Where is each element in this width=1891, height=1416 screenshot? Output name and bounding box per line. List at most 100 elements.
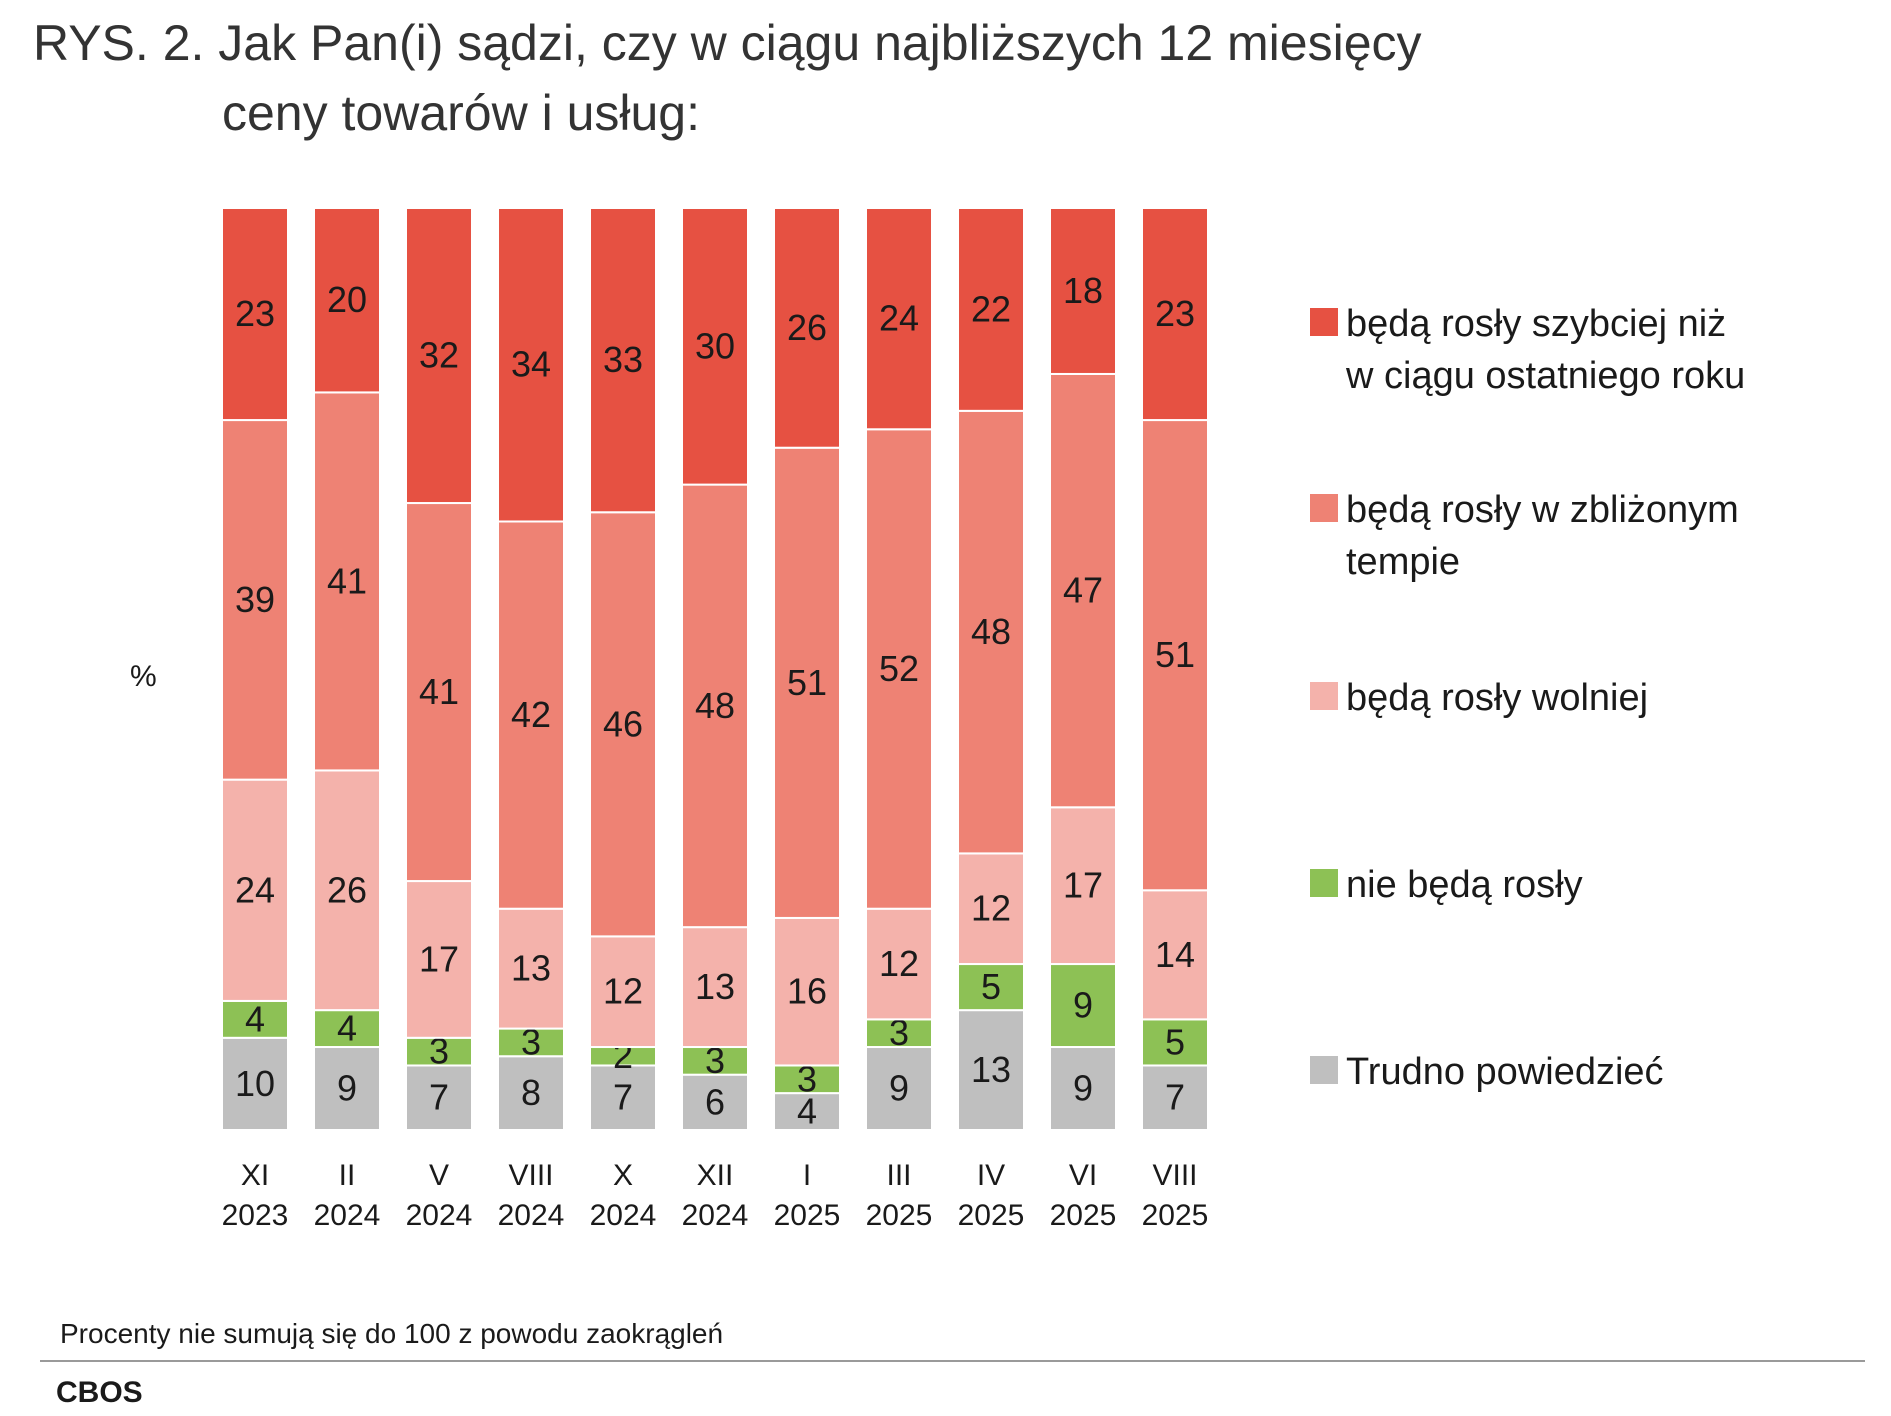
data-label-4-10: 23: [1155, 293, 1195, 334]
data-label-4-0: 23: [235, 293, 275, 334]
legend-label-1-1: tempie: [1346, 541, 1460, 583]
data-label-2-9: 17: [1063, 865, 1103, 906]
data-label-1-6: 3: [797, 1058, 817, 1099]
data-label-1-3: 3: [521, 1021, 541, 1062]
x-tick-label-8-0: IV: [977, 1159, 1005, 1192]
legend-label-4-0: Trudno powiedzieć: [1346, 1051, 1664, 1093]
bar-segment-1-0: [221, 999, 289, 1039]
legend-swatch-1: [1310, 494, 1338, 522]
bar-segment-0-6: [773, 1092, 841, 1131]
bar-segment-1-8: [957, 963, 1025, 1012]
bar-segment-4-7: [865, 207, 933, 431]
legend-label-0-1: w ciągu ostatniego roku: [1345, 355, 1745, 397]
bar-segment-2-10: [1141, 889, 1209, 1021]
data-label-2-7: 12: [879, 943, 919, 984]
data-label-2-10: 14: [1155, 934, 1195, 975]
data-label-2-2: 17: [419, 938, 459, 979]
chart-title-line-1: RYS. 2. Jak Pan(i) sądzi, czy w ciągu na…: [33, 15, 1422, 71]
bar-segment-3-3: [497, 520, 565, 910]
bar-segment-3-10: [1141, 419, 1209, 892]
x-tick-label-4-0: X: [613, 1159, 633, 1192]
footnote: Procenty nie sumują się do 100 z powodu …: [60, 1318, 724, 1349]
data-label-3-2: 41: [419, 671, 459, 712]
x-tick-label-0-0: XI: [241, 1159, 269, 1192]
data-label-0-7: 9: [889, 1068, 909, 1109]
data-label-3-5: 48: [695, 685, 735, 726]
data-label-2-6: 16: [787, 971, 827, 1012]
legend-swatch-4: [1310, 1056, 1338, 1084]
bar-segment-3-4: [589, 511, 657, 938]
data-label-3-7: 52: [879, 648, 919, 689]
x-tick-label-7-0: III: [886, 1159, 911, 1192]
footer-divider: [40, 1360, 1865, 1362]
bar-segment-4-10: [1141, 207, 1209, 422]
bar-segment-4-4: [589, 207, 657, 514]
legend-swatch-3: [1310, 869, 1338, 897]
x-tick-label-5-1: 2024: [682, 1199, 749, 1232]
bar-segment-4-2: [405, 207, 473, 505]
x-tick-label-2-1: 2024: [406, 1199, 473, 1232]
data-label-4-1: 20: [327, 279, 367, 320]
data-label-2-0: 24: [235, 869, 275, 910]
bar-segment-4-8: [957, 207, 1025, 412]
legend: będą rosły szybciej niż w ciągu ostatnieg…: [1310, 303, 1745, 1093]
legend-swatch-0: [1310, 308, 1338, 336]
data-label-1-0: 4: [245, 998, 265, 1039]
data-label-1-2: 3: [429, 1031, 449, 1072]
legend-label-2-0: będą rosły wolniej: [1346, 677, 1648, 719]
bar-segment-0-1: [313, 1046, 381, 1132]
bar-segment-3-9: [1049, 372, 1117, 809]
data-label-4-6: 26: [787, 307, 827, 348]
x-tick-label-6-0: I: [803, 1159, 811, 1192]
x-tick-label-10-0: VIII: [1152, 1159, 1197, 1192]
x-tick-label-3-0: VIII: [508, 1159, 553, 1192]
x-tick-label-0-1: 2023: [222, 1199, 289, 1232]
data-label-0-4: 7: [613, 1077, 633, 1118]
data-label-1-5: 3: [705, 1040, 725, 1081]
data-label-3-4: 46: [603, 703, 643, 744]
chart-title-line-2: ceny towarów i usług:: [222, 85, 701, 141]
data-label-3-6: 51: [787, 662, 827, 703]
data-label-0-0: 10: [235, 1063, 275, 1104]
bar-segment-3-2: [405, 502, 473, 883]
bar-segment-4-5: [681, 207, 749, 486]
bar-segment-3-0: [221, 419, 289, 781]
legend-swatch-2: [1310, 682, 1338, 710]
bar-segment-1-10: [1141, 1018, 1209, 1067]
data-label-2-3: 13: [511, 948, 551, 989]
data-label-0-6: 4: [797, 1091, 817, 1132]
data-label-0-8: 13: [971, 1049, 1011, 1090]
data-label-1-10: 5: [1165, 1021, 1185, 1062]
x-tick-label-8-1: 2025: [958, 1199, 1025, 1232]
bar-segment-4-6: [773, 207, 841, 449]
data-label-4-8: 22: [971, 288, 1011, 329]
bar-segment-4-9: [1049, 207, 1117, 375]
data-label-4-7: 24: [879, 298, 919, 339]
bar-segment-4-0: [221, 207, 289, 422]
y-axis-label: %: [130, 660, 157, 693]
bar-segment-3-7: [865, 428, 933, 910]
stacked-bar-chart: 1042439239426412073174132831342347212463…: [221, 207, 1745, 1232]
x-tick-label-1-1: 2024: [314, 1199, 381, 1232]
x-tick-label-6-1: 2025: [774, 1199, 841, 1232]
x-tick-labels: XI 2023 II 2024 V 2024 VIII 2024 X 2024 XII 2024 I 20…: [222, 1159, 1209, 1232]
data-label-4-5: 30: [695, 325, 735, 366]
data-label-4-3: 34: [511, 344, 551, 385]
bar-segment-0-10: [1141, 1064, 1209, 1131]
bar-segment-0-9: [1049, 1046, 1117, 1132]
data-label-3-9: 47: [1063, 570, 1103, 611]
bar-segment-3-1: [313, 391, 381, 772]
data-label-1-8: 5: [981, 966, 1001, 1007]
bar-segment-2-3: [497, 907, 565, 1030]
data-label-4-4: 33: [603, 339, 643, 380]
data-label-2-8: 12: [971, 888, 1011, 929]
bar-segment-2-9: [1049, 806, 1117, 966]
data-label-0-1: 9: [337, 1068, 357, 1109]
data-label-0-5: 6: [705, 1081, 725, 1122]
data-label-0-2: 7: [429, 1077, 449, 1118]
data-label-1-1: 4: [337, 1008, 357, 1049]
bars-group: 1042439239426412073174132831342347212463…: [221, 207, 1209, 1132]
bar-segment-2-2: [405, 880, 473, 1039]
x-tick-label-3-1: 2024: [498, 1199, 565, 1232]
bar-segment-2-1: [313, 769, 381, 1012]
